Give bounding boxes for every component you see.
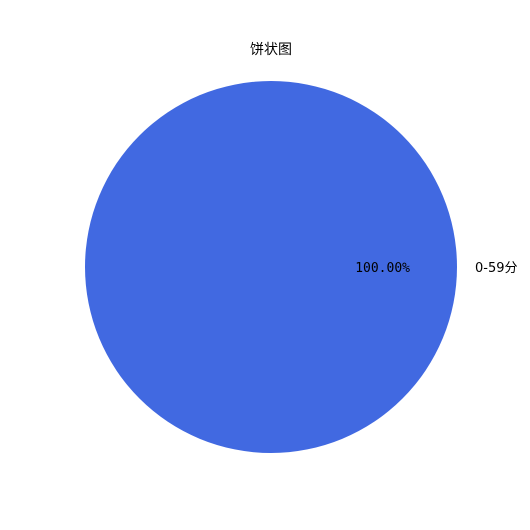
slices-layer <box>85 81 457 453</box>
slice-category-label: 0-59分 <box>475 261 518 276</box>
chart-title: 饼状图 <box>250 42 292 58</box>
pie-slice <box>85 81 457 453</box>
slice-percent-label: 100.00% <box>355 261 410 276</box>
labels-layer: 0-59分 100.00% <box>355 261 517 276</box>
